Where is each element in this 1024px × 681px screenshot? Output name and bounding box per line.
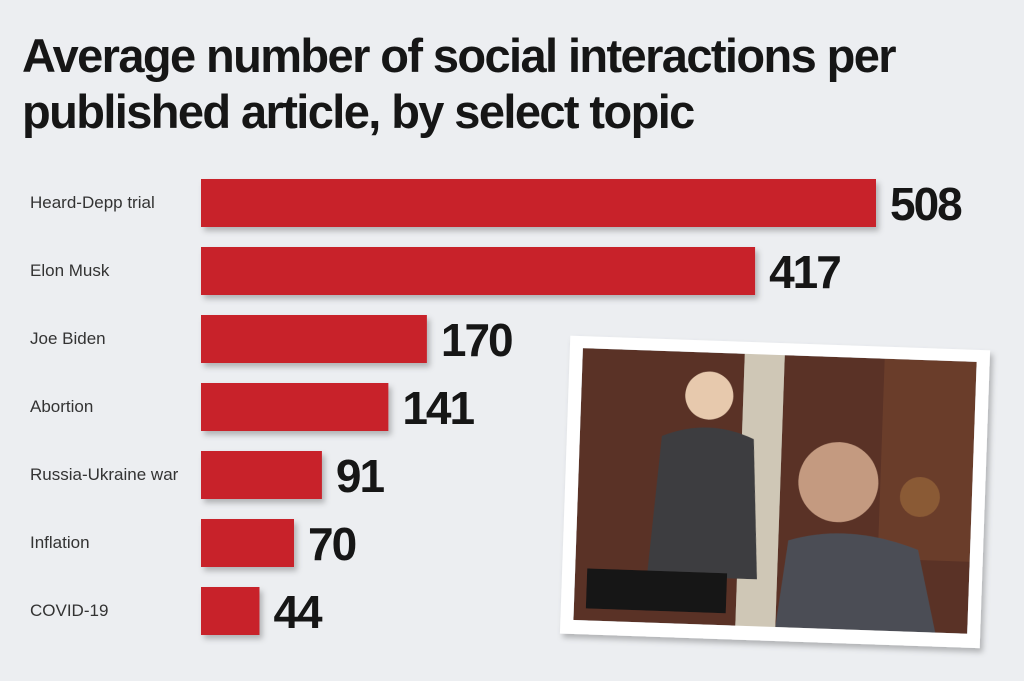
- category-label: Russia-Ukraine war: [30, 465, 179, 484]
- value-label: 141: [402, 382, 475, 434]
- category-label: Elon Musk: [30, 261, 110, 280]
- bar: [201, 519, 295, 567]
- category-label: Joe Biden: [30, 329, 106, 348]
- chart-title: Average number of social interactions pe…: [22, 29, 897, 138]
- photo-person: [685, 371, 734, 420]
- photo-person: [899, 476, 940, 517]
- bar: [201, 587, 260, 635]
- value-label: 508: [890, 178, 963, 230]
- bar: [201, 315, 427, 363]
- category-label: Heard-Depp trial: [30, 193, 155, 212]
- photo-person: [798, 442, 879, 523]
- value-label: 170: [440, 314, 514, 366]
- photo-person: [775, 533, 936, 633]
- photo: [559, 335, 991, 649]
- bar: [201, 247, 756, 295]
- value-label: 91: [335, 450, 385, 502]
- bar: [201, 383, 389, 431]
- bars: [201, 179, 876, 635]
- value-label: 70: [308, 518, 357, 570]
- bar: [201, 451, 322, 499]
- category-label: COVID-19: [30, 601, 109, 620]
- value-label: 44: [273, 586, 322, 638]
- bar: [201, 179, 876, 227]
- photo-person: [647, 427, 757, 580]
- photo-panel: [877, 358, 977, 562]
- category-label: Abortion: [30, 397, 94, 416]
- photo-podium: [585, 568, 728, 614]
- category-label: Inflation: [30, 533, 90, 552]
- value-label: 417: [769, 246, 842, 298]
